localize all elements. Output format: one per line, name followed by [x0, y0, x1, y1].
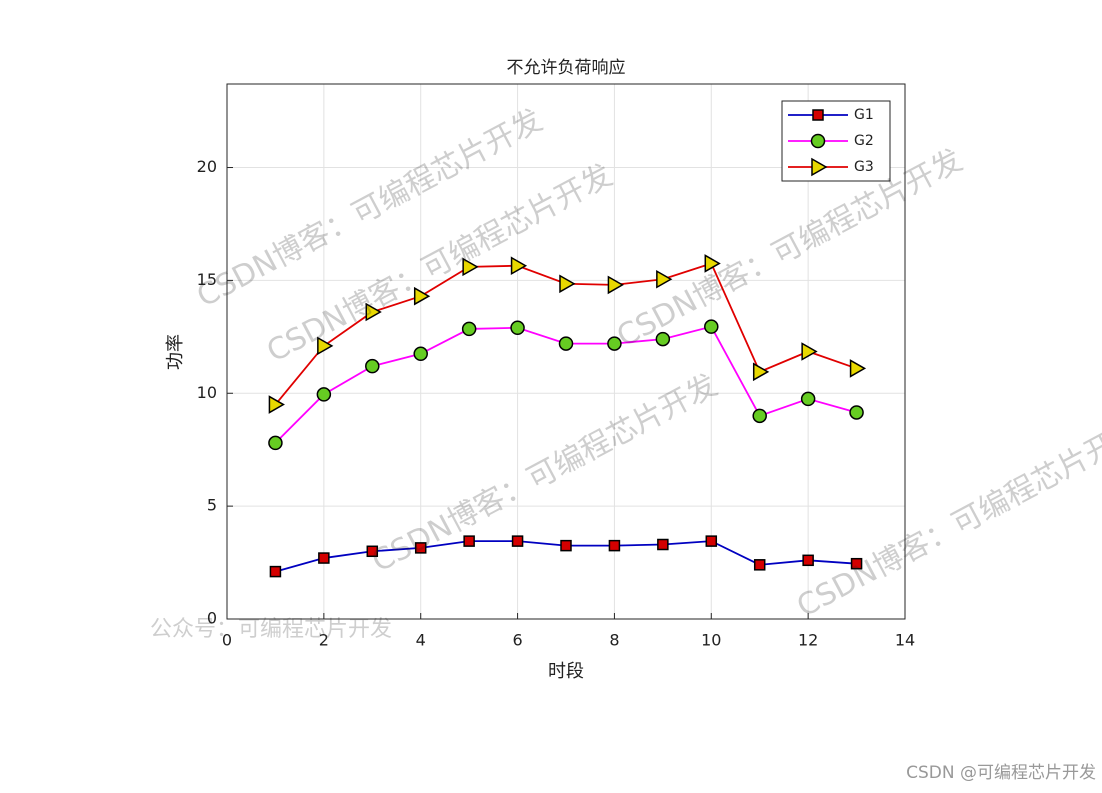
axes-box	[226, 83, 906, 620]
marker	[849, 359, 867, 378]
marker	[414, 542, 427, 554]
x-tick-label: 8	[609, 631, 619, 650]
marker	[850, 557, 863, 570]
y-tick-label: 5	[207, 496, 217, 515]
marker	[608, 539, 621, 552]
marker	[317, 336, 334, 356]
marker	[657, 538, 669, 551]
credit: CSDN @可编程芯片开发	[906, 763, 1096, 783]
chart-title: 不允许负荷响应	[507, 58, 626, 78]
y-tick-label: 15	[197, 270, 217, 289]
y-tick-label: 20	[197, 157, 217, 176]
x-tick-label: 12	[798, 631, 818, 650]
marker	[413, 346, 428, 362]
marker	[656, 269, 673, 289]
marker	[511, 535, 524, 547]
marker	[318, 552, 330, 564]
y-tick-label: 0	[207, 609, 217, 628]
y-axis-label: 功率	[165, 334, 186, 370]
marker	[559, 274, 576, 294]
plot	[268, 254, 867, 578]
marker	[812, 109, 824, 121]
legend-label: G3	[854, 159, 874, 175]
marker	[366, 545, 379, 558]
watermark: 公众号：可编程芯片开发	[150, 617, 392, 642]
marker	[269, 565, 282, 578]
marker	[801, 342, 818, 361]
marker	[365, 302, 382, 322]
x-tick-label: 10	[701, 631, 721, 650]
legend: G1 G2 G3	[781, 100, 891, 182]
marker	[413, 286, 431, 306]
marker	[655, 331, 671, 347]
marker	[800, 391, 816, 407]
marker	[704, 254, 721, 273]
marker	[607, 275, 624, 295]
marker	[811, 157, 828, 177]
marker	[510, 320, 525, 336]
marker	[607, 336, 622, 351]
marker	[268, 395, 285, 414]
marker	[849, 405, 864, 420]
marker	[462, 257, 479, 277]
marker	[268, 435, 283, 451]
marker	[365, 358, 380, 374]
x-tick-label: 6	[512, 631, 522, 650]
marker	[510, 256, 528, 276]
marker	[752, 362, 770, 382]
marker	[810, 133, 826, 149]
marker	[704, 319, 719, 334]
marker	[560, 539, 572, 552]
marker	[316, 387, 332, 402]
x-tick-label: 2	[319, 631, 329, 650]
marker	[802, 554, 814, 567]
legend-label: G2	[854, 133, 874, 149]
y-tick-label: 10	[197, 383, 217, 402]
marker	[753, 559, 766, 571]
legend-label: G1	[854, 107, 874, 123]
x-tick-label: 14	[895, 631, 915, 650]
x-tick-label: 4	[416, 631, 426, 650]
marker	[752, 408, 767, 424]
marker	[705, 535, 718, 547]
x-axis-label: 时段	[548, 661, 584, 682]
marker	[558, 336, 574, 351]
marker	[463, 535, 475, 547]
marker	[461, 321, 477, 337]
x-tick-label: 0	[222, 631, 232, 650]
